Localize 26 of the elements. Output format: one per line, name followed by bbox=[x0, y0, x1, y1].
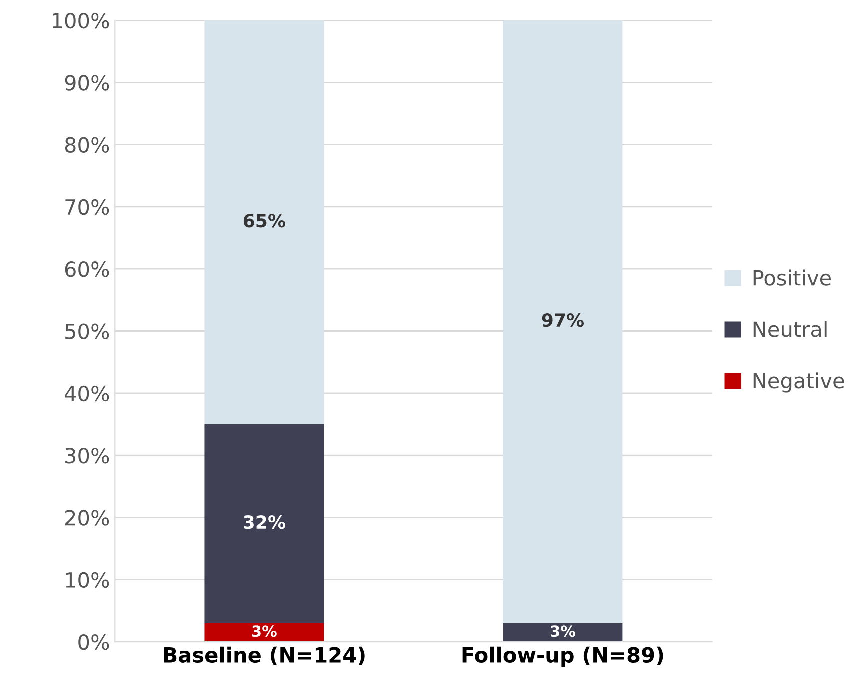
legend-label: Neutral bbox=[754, 321, 827, 338]
y-tick-label: 20% bbox=[66, 510, 110, 526]
y-tick-label: 60% bbox=[65, 262, 110, 278]
bar bbox=[503, 20, 623, 624]
legend-label: Negative bbox=[754, 372, 844, 393]
data-label: 97% bbox=[542, 314, 584, 328]
y-tick-label: 10% bbox=[66, 572, 110, 588]
y-tick-label: 100% bbox=[53, 12, 110, 29]
y-tick-label: 70% bbox=[66, 199, 110, 216]
y-tick-label: 50% bbox=[66, 324, 110, 340]
bar bbox=[503, 623, 623, 642]
y-tick-label: 40% bbox=[65, 386, 110, 402]
x-tick-label: Follow-up (N=89) bbox=[462, 646, 664, 668]
data-label: 65% bbox=[244, 214, 286, 228]
y-tick-label: 0% bbox=[78, 634, 110, 650]
legend-label: Positive bbox=[754, 270, 832, 286]
x-tick-label: Baseline (N=124) bbox=[164, 646, 365, 666]
bar bbox=[204, 424, 324, 624]
y-tick-label: 80% bbox=[65, 137, 110, 154]
data-label: 32% bbox=[244, 516, 286, 530]
data-label: 3% bbox=[252, 626, 277, 638]
bar bbox=[204, 623, 324, 642]
bar bbox=[204, 20, 324, 424]
data-label: 3% bbox=[551, 626, 576, 638]
y-tick-label: 90% bbox=[65, 75, 110, 91]
y-tick-label: 30% bbox=[66, 448, 110, 464]
